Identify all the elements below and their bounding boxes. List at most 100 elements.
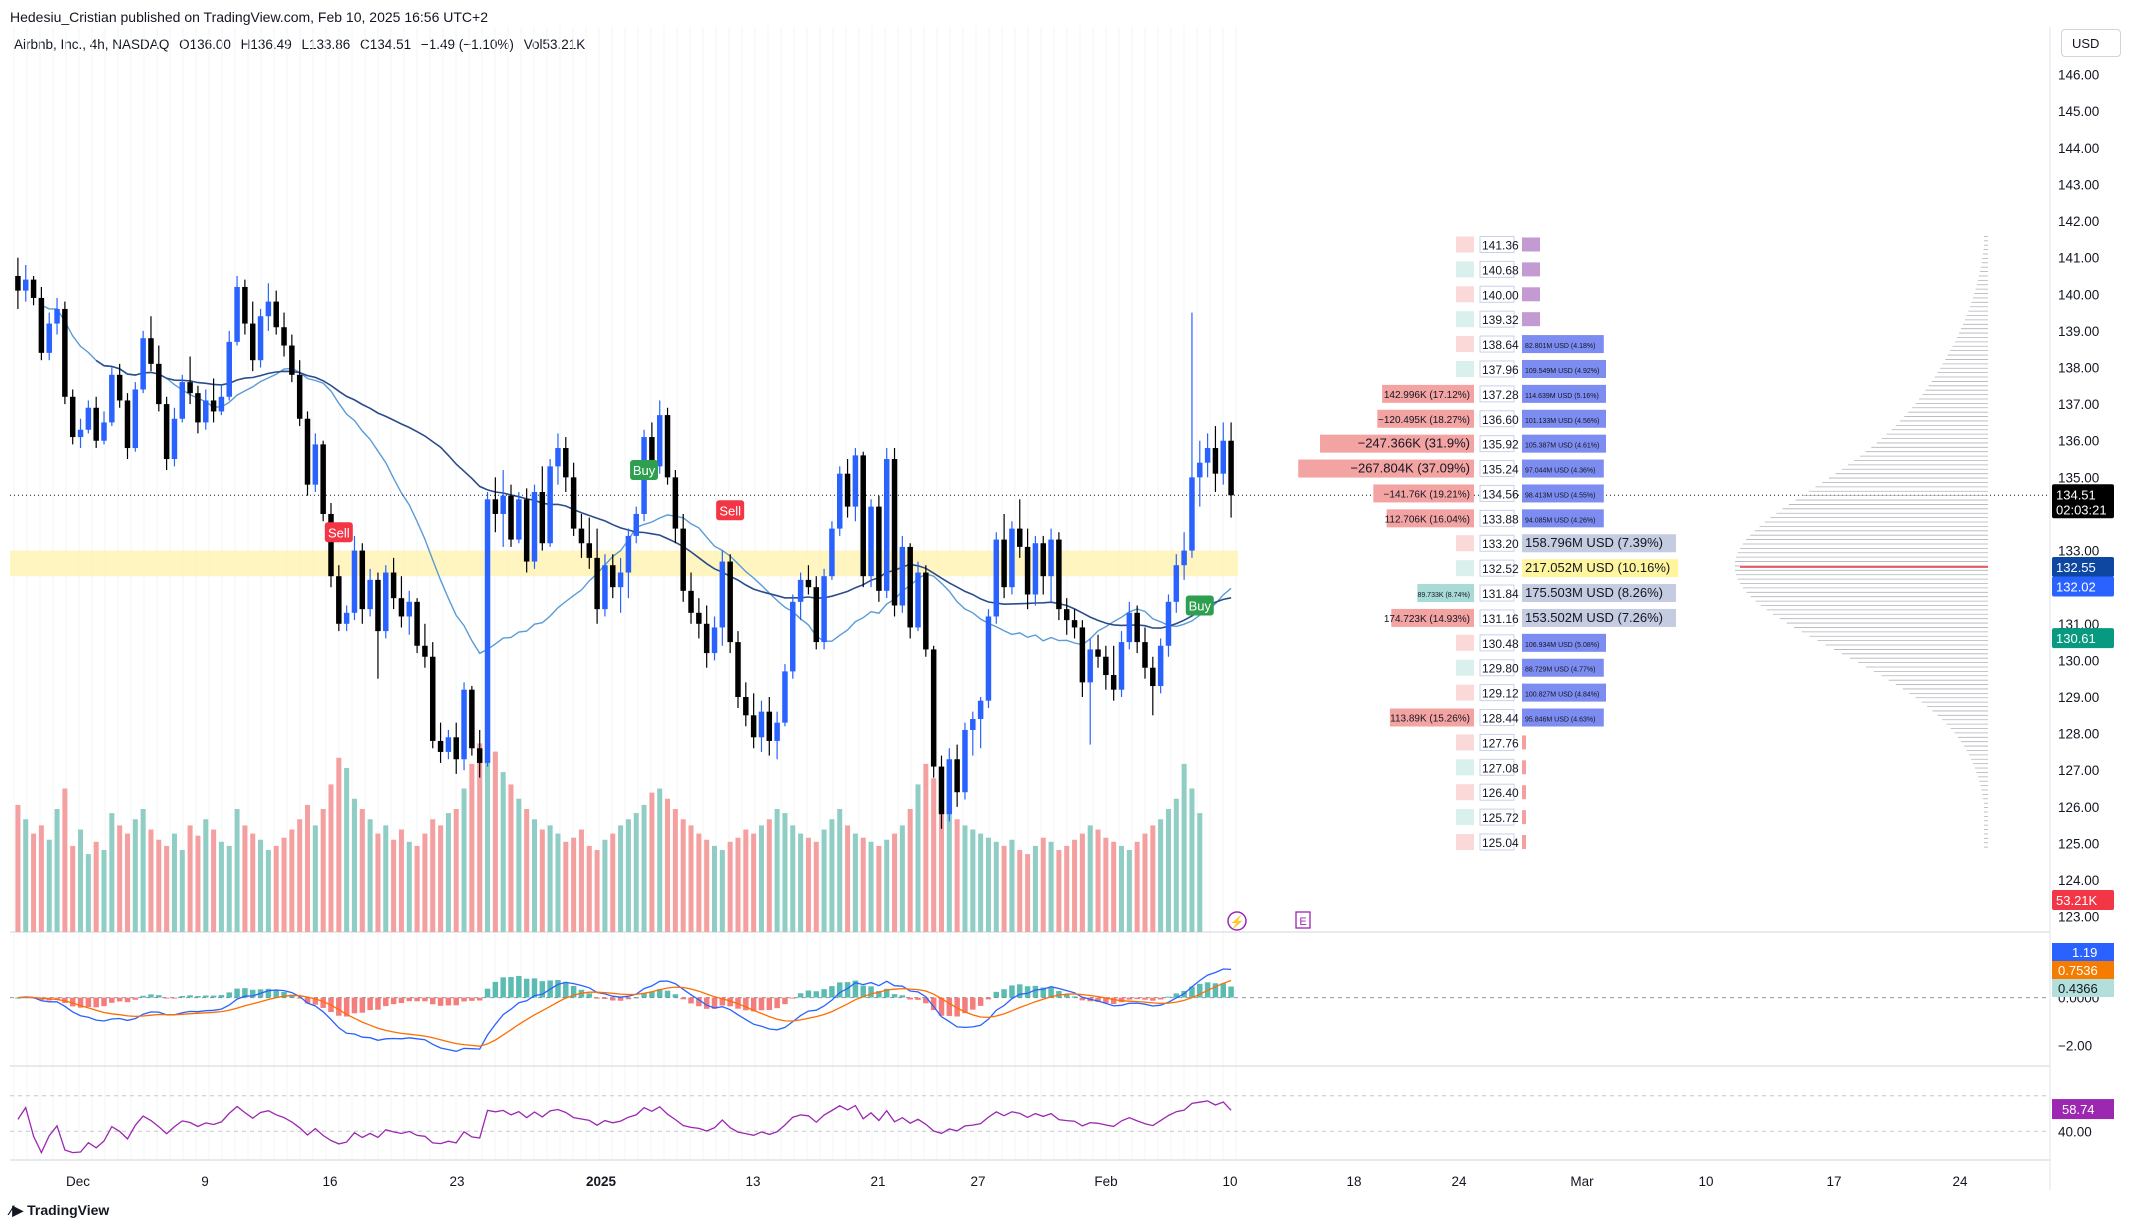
candle-body (586, 543, 593, 558)
volume-bar (156, 839, 162, 932)
vp-delta-label: 174.723K (14.93%) (1384, 614, 1470, 625)
volume-bar (1017, 850, 1023, 932)
macd-histogram-bar (1110, 997, 1117, 1004)
candle-body (930, 649, 937, 767)
vp-price-label: 131.16 (1482, 612, 1519, 626)
macd-axis-tick: −2.00 (2058, 1039, 2092, 1054)
vp-delta-bar (1456, 535, 1474, 552)
vp-delta-bar (1298, 459, 1474, 478)
vp-value-label: 158.796M USD (7.39%) (1525, 535, 1663, 550)
vp-value-label: 95.846M USD (4.63%) (1525, 717, 1595, 724)
vp-delta-bar (1320, 434, 1474, 453)
volume-bar (1119, 845, 1125, 932)
price-axis-tick: 138.00 (2058, 361, 2099, 376)
volume-bar (672, 809, 678, 932)
volume-bar (712, 845, 718, 932)
candle-body (195, 393, 201, 423)
volume-bar (78, 829, 84, 932)
vp-price-cell (1479, 733, 1515, 751)
candle-body (109, 374, 115, 423)
price-axis-tick: 135.00 (2058, 470, 2099, 485)
vp-delta-bar (1377, 409, 1474, 428)
candle-body (1024, 546, 1031, 595)
volume-bar (171, 833, 177, 932)
macd-histogram-bar (132, 997, 139, 1000)
vp-value-bar (1522, 708, 1604, 727)
volume-bar (1165, 809, 1171, 932)
price-axis-tick: 133.00 (2058, 544, 2099, 559)
volume-bar (1025, 854, 1031, 932)
macd-histogram-bar (790, 997, 796, 999)
volume-bar (101, 850, 107, 932)
macd-histogram-bar (312, 997, 319, 1005)
price-axis-tick: 136.00 (2058, 434, 2099, 449)
macd-histogram-bar (484, 988, 491, 998)
macd-histogram-bar (829, 986, 835, 998)
volume-bar (633, 813, 639, 932)
volume-bar (876, 845, 882, 932)
vp-delta-bar (1389, 708, 1474, 727)
volume-bar (140, 809, 146, 932)
macd-line (17, 968, 1232, 1052)
volume-bar (54, 809, 60, 932)
macd-histogram-bar (531, 978, 538, 998)
macd-histogram-bar (664, 990, 671, 998)
candle-body (578, 528, 585, 544)
volume-bar (1032, 845, 1038, 932)
candle-body (899, 546, 906, 606)
vp-delta-bar (1456, 759, 1474, 776)
time-axis-label: 16 (322, 1174, 337, 1189)
candle-body (437, 740, 444, 752)
vp-price-cell (1479, 360, 1515, 378)
volume-bar (907, 809, 913, 932)
macd-histogram-bar (1126, 997, 1133, 1000)
vp-value-label: 98.413M USD (4.55%) (1525, 492, 1595, 499)
macd-histogram-bar (1024, 986, 1031, 998)
candle-body (476, 748, 483, 763)
candle-body (1126, 612, 1133, 643)
candle-body (970, 718, 976, 730)
candle-body (46, 323, 52, 353)
volume-bar (492, 751, 498, 932)
macd-histogram-bar (758, 997, 765, 1011)
volume-bar (430, 819, 436, 932)
macd-histogram-bar (1071, 996, 1078, 998)
vp-price-label: 125.04 (1482, 836, 1519, 850)
volume-bar (516, 798, 522, 932)
candle-body (750, 715, 757, 738)
candle-body (1220, 440, 1226, 474)
ohlc-volume: Vol53.21K (523, 37, 586, 52)
candle-body (1063, 609, 1070, 621)
earnings-glyph: E (1299, 916, 1306, 928)
volume-bar (297, 819, 303, 932)
tradingview-brand[interactable]: ⁄▶ TradingView (10, 1202, 109, 1219)
candle-body (124, 400, 131, 449)
macd-histogram-bar (343, 997, 350, 1017)
volume-bar (1087, 825, 1093, 932)
macd-histogram-bar (1063, 994, 1070, 998)
macd-histogram-bar (1197, 983, 1203, 998)
macd-histogram-bar (109, 997, 115, 1003)
candle-body (688, 590, 694, 613)
vp-price-cell (1479, 559, 1515, 577)
macd-histogram-bar (1079, 997, 1086, 1001)
price-axis-tick: 143.00 (2058, 177, 2099, 192)
candle-body (249, 323, 256, 361)
candle-body (296, 374, 303, 419)
signal-label: Sell (719, 503, 741, 518)
volume-bar (1103, 837, 1109, 932)
macd-histogram-bar (77, 997, 84, 1008)
vp-value-label: 109.549M USD (4.92%) (1525, 368, 1599, 375)
volume-bar (398, 829, 404, 932)
candle-body (735, 642, 741, 698)
vp-delta-label: 112.706K (16.04%) (1385, 514, 1470, 525)
volume-bar (657, 788, 663, 932)
price-tag: 132.02 (2056, 579, 2096, 594)
currency-selector[interactable]: USD (2061, 29, 2121, 57)
slow-moving-average-line (95, 359, 1232, 629)
candle-body (1165, 601, 1172, 646)
vp-price-cell (1479, 783, 1515, 801)
vp-price-label: 135.92 (1482, 438, 1519, 452)
sell-signal-badge (716, 500, 745, 521)
